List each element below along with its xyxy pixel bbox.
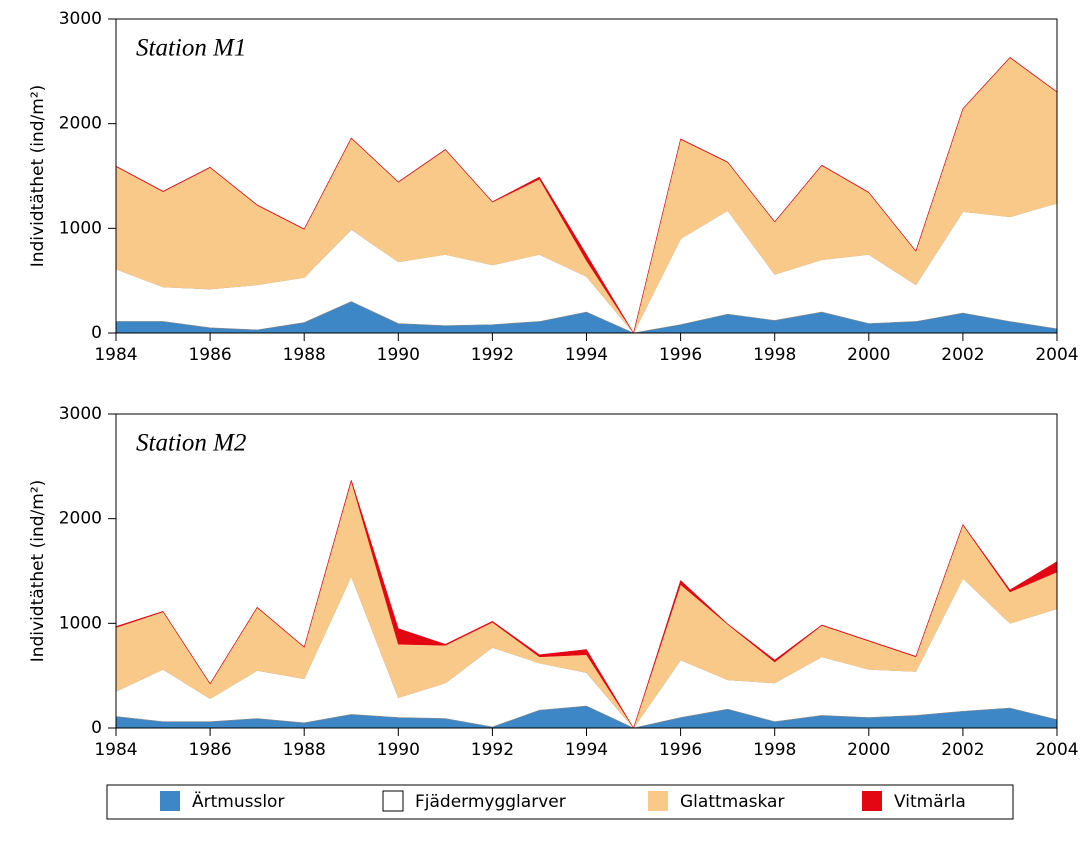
y-tick-label: 2000 [59,509,102,529]
x-tick-label: 1994 [565,740,608,760]
y-axis-label: Individtäthet (ind/m²) [28,85,48,268]
legend-label: Ärtmusslor [192,791,284,812]
x-tick-label: 1992 [471,345,514,365]
x-tick-label: 1990 [377,345,420,365]
x-tick-label: 1998 [753,345,796,365]
x-tick-label: 2002 [941,740,984,760]
y-tick-label: 1000 [59,613,102,633]
x-tick-label: 1992 [471,740,514,760]
x-tick-label: 1996 [659,740,702,760]
x-tick-label: 1984 [94,345,137,365]
x-tick-label: 1988 [283,345,326,365]
y-tick-label: 2000 [59,114,102,134]
x-tick-label: 1998 [753,740,796,760]
y-axis-label: Individtäthet (ind/m²) [28,480,48,663]
legend-label: Glattmaskar [680,792,784,812]
y-tick-label: 0 [91,718,102,738]
x-tick-label: 1996 [659,345,702,365]
legend-swatch [382,790,404,812]
x-tick-label: 2002 [941,345,984,365]
x-tick-label: 1994 [565,345,608,365]
x-tick-label: 2004 [1035,740,1078,760]
x-tick-label: 1984 [94,740,137,760]
x-tick-label: 1986 [188,740,231,760]
x-tick-label: 1986 [188,345,231,365]
legend-swatch [648,791,668,811]
y-tick-label: 1000 [59,218,102,238]
legend-swatch [160,791,180,811]
x-tick-label: 1988 [283,740,326,760]
x-tick-label: 2000 [847,740,890,760]
x-tick-label: 1990 [377,740,420,760]
y-tick-label: 3000 [59,404,102,424]
x-tick-label: 2000 [847,345,890,365]
x-tick-label: 2004 [1035,345,1078,365]
legend-label: Vitmärla [894,792,966,812]
y-tick-label: 0 [91,323,102,343]
legend-swatch [862,791,882,811]
y-tick-label: 3000 [59,9,102,29]
panel-title: Station M1 [136,35,246,62]
panel-title: Station M2 [136,430,246,457]
legend-label: Fjädermygglarver [415,792,566,812]
